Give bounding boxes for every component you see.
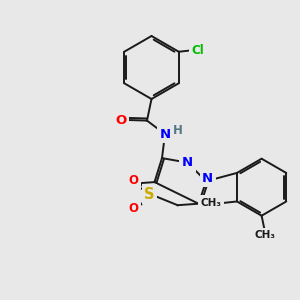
Text: O: O	[128, 174, 138, 187]
Text: O: O	[115, 113, 127, 127]
Text: CH₃: CH₃	[201, 198, 222, 208]
Text: S: S	[144, 187, 155, 202]
Text: N: N	[159, 128, 171, 141]
Text: CH₃: CH₃	[254, 230, 275, 241]
Text: N: N	[202, 172, 213, 185]
Text: O: O	[128, 202, 138, 215]
Text: H: H	[173, 124, 182, 137]
Text: N: N	[182, 156, 193, 169]
Text: Cl: Cl	[191, 44, 204, 57]
